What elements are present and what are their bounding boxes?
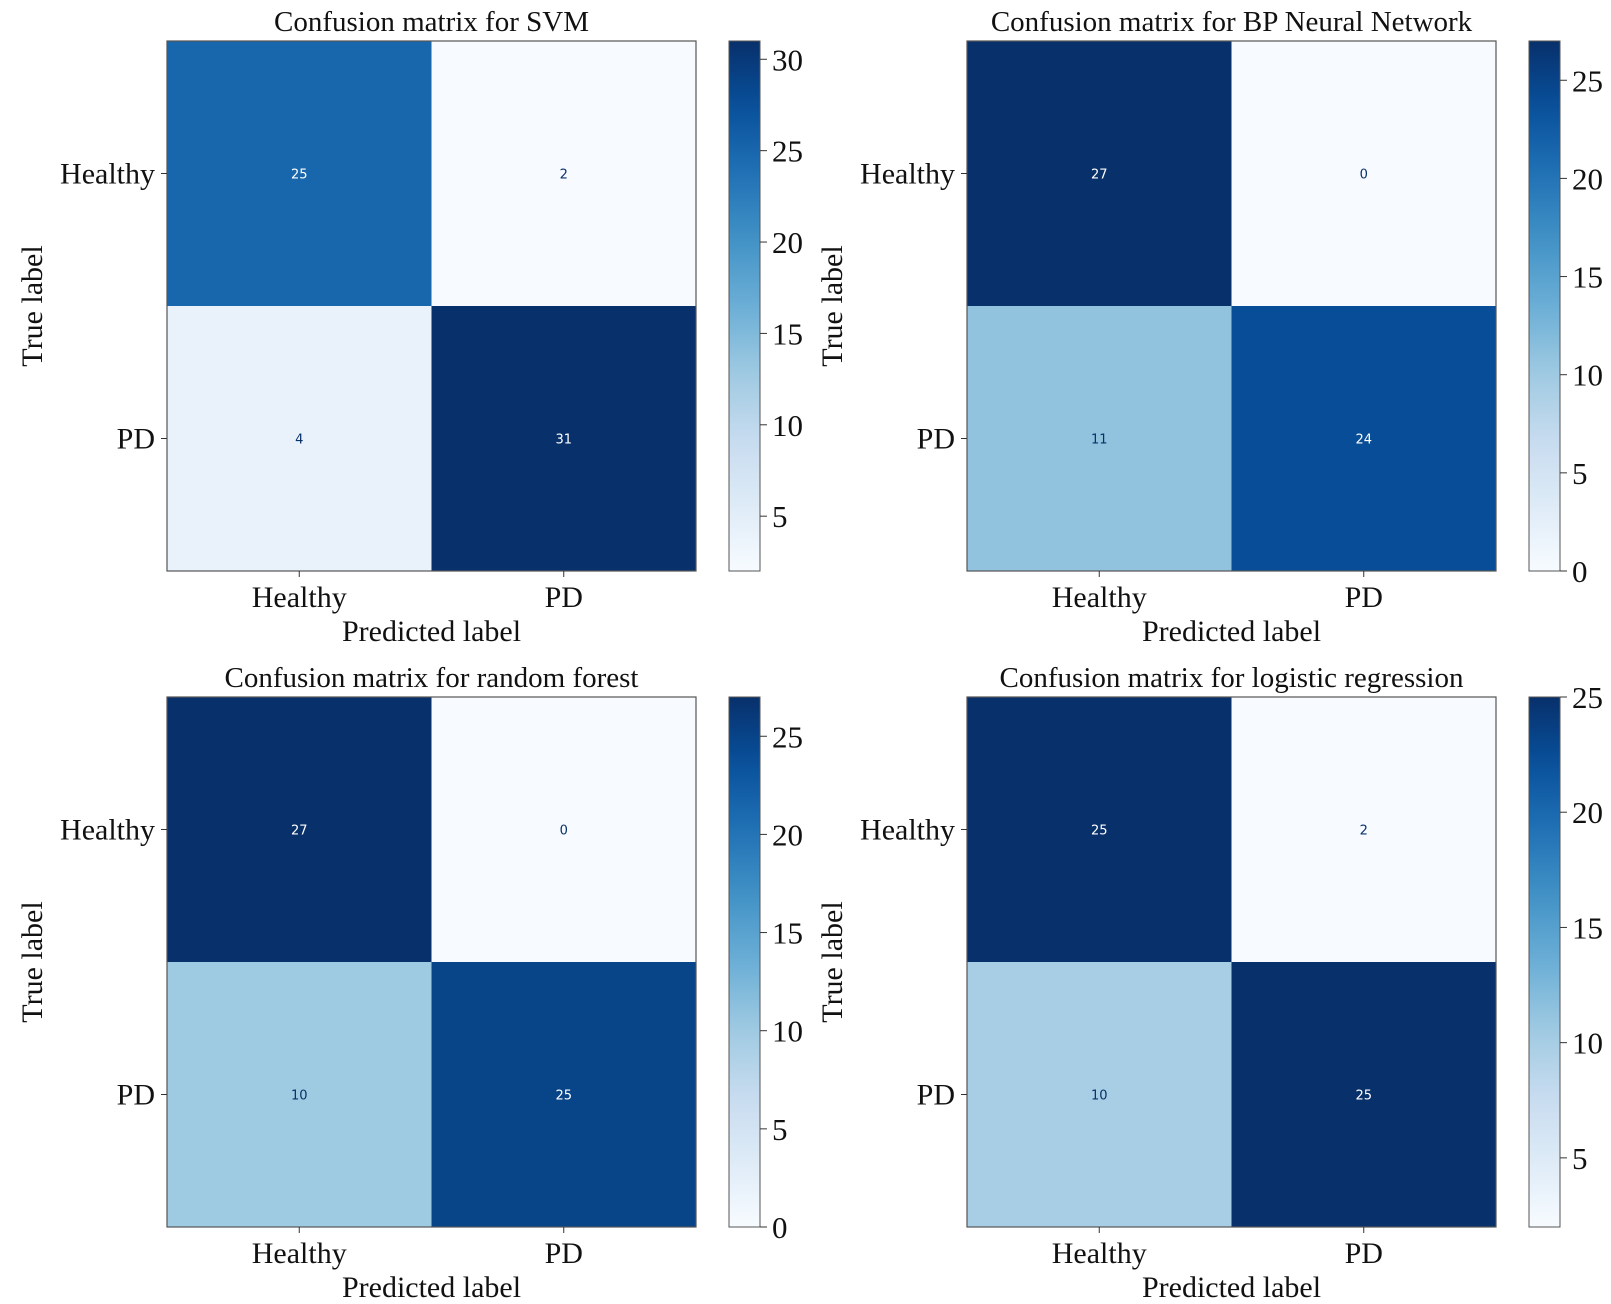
cell-value-label: 11 bbox=[1091, 433, 1108, 448]
chart-title: Confusion matrix for logistic regression bbox=[1000, 662, 1464, 694]
plot-frame bbox=[166, 40, 697, 572]
y-tick-label: Healthy bbox=[60, 158, 155, 191]
x-tick-label: PD bbox=[545, 581, 583, 614]
y-axis-label: True label bbox=[16, 245, 49, 366]
matrix-cell bbox=[967, 41, 1232, 306]
x-axis-label: Predicted label bbox=[1142, 615, 1321, 648]
colorbar bbox=[728, 40, 761, 572]
x-tick-label: PD bbox=[1345, 581, 1383, 614]
colorbar-tick-label: 15 bbox=[772, 316, 803, 351]
matrix-cell bbox=[167, 306, 432, 571]
colorbar-tick-label: 10 bbox=[1572, 358, 1603, 393]
colorbar-tick-label: 10 bbox=[772, 408, 803, 443]
cell-value-label: 27 bbox=[1091, 168, 1108, 183]
confusion-matrix-panel-2: Confusion matrix for BP Neural Network 27… bbox=[816, 6, 1603, 648]
colorbar-tick-label: 25 bbox=[772, 134, 803, 169]
colorbar bbox=[1528, 40, 1561, 572]
colorbar-tick-label: 0 bbox=[772, 1210, 788, 1245]
x-tick-label: Healthy bbox=[252, 581, 347, 614]
plot-frame bbox=[966, 40, 1497, 572]
matrix-cell bbox=[167, 697, 432, 962]
matrix-cell bbox=[1231, 306, 1496, 571]
cell-value-label: 2 bbox=[1360, 824, 1368, 839]
colorbar-tick-label: 15 bbox=[1572, 260, 1603, 295]
x-axis-label: Predicted label bbox=[342, 1271, 521, 1304]
cell-value-label: 0 bbox=[1360, 168, 1368, 183]
cell-value-label: 25 bbox=[555, 1089, 572, 1104]
cell-value-label: 0 bbox=[560, 824, 568, 839]
cell-value-label: 24 bbox=[1355, 433, 1372, 448]
colorbar-tick-label: 20 bbox=[1572, 161, 1603, 196]
y-tick-label: PD bbox=[117, 1079, 155, 1112]
confusion-matrix-panel-3: Confusion matrix for random forest 27 0 10 2… bbox=[16, 662, 803, 1304]
colorbar-tick-label: 25 bbox=[772, 719, 803, 754]
x-tick-label: Healthy bbox=[1052, 581, 1147, 614]
y-tick-label: PD bbox=[117, 423, 155, 456]
confusion-matrix-panel-1: Confusion matrix for SVM 25 2 4 31 Healthy PD H… bbox=[16, 6, 803, 648]
colorbar-tick-label: 5 bbox=[1572, 456, 1588, 491]
cell-value-label: 27 bbox=[291, 824, 308, 839]
colorbar-tick-label: 20 bbox=[772, 817, 803, 852]
colorbar-tick-label: 15 bbox=[1572, 910, 1603, 945]
y-tick-label: Healthy bbox=[860, 814, 955, 847]
matrix-cell bbox=[1231, 697, 1496, 962]
colorbar-tick-label: 10 bbox=[772, 1014, 803, 1049]
y-tick-label: Healthy bbox=[860, 158, 955, 191]
plot-frame bbox=[966, 696, 1497, 1228]
x-tick-label: Healthy bbox=[1052, 1237, 1147, 1270]
cell-value-label: 2 bbox=[560, 168, 568, 183]
plot-frame bbox=[166, 696, 697, 1228]
x-axis-label: Predicted label bbox=[342, 615, 521, 648]
matrix-cell bbox=[431, 962, 696, 1227]
cell-value-label: 25 bbox=[1091, 824, 1108, 839]
colorbar-tick-label: 20 bbox=[1572, 795, 1603, 830]
matrix-cell bbox=[967, 962, 1232, 1227]
colorbar-tick-label: 20 bbox=[772, 225, 803, 260]
matrix-cell bbox=[431, 306, 696, 571]
matrix-cell bbox=[967, 306, 1232, 571]
y-axis-label: True label bbox=[816, 245, 849, 366]
matrix-cell bbox=[1231, 41, 1496, 306]
matrix-cell bbox=[431, 41, 696, 306]
colorbar-tick-label: 5 bbox=[772, 499, 788, 534]
matrix-cell bbox=[967, 697, 1232, 962]
colorbar-tick-label: 15 bbox=[772, 916, 803, 951]
colorbar-tick-label: 25 bbox=[1572, 63, 1603, 98]
cell-value-label: 10 bbox=[1091, 1089, 1108, 1104]
x-tick-label: PD bbox=[545, 1237, 583, 1270]
colorbar-tick-label: 30 bbox=[772, 42, 803, 77]
y-tick-label: Healthy bbox=[60, 814, 155, 847]
chart-title: Confusion matrix for BP Neural Network bbox=[991, 6, 1473, 38]
matrix-cell bbox=[167, 41, 432, 306]
colorbar-tick-label: 5 bbox=[772, 1112, 788, 1147]
colorbar-tick-label: 0 bbox=[1572, 554, 1588, 589]
matrix-cell bbox=[1231, 962, 1496, 1227]
colorbar-tick-label: 5 bbox=[1572, 1141, 1588, 1176]
y-axis-label: True label bbox=[816, 901, 849, 1022]
chart-title: Confusion matrix for random forest bbox=[225, 662, 639, 694]
y-tick-label: PD bbox=[917, 1079, 955, 1112]
cell-value-label: 4 bbox=[295, 433, 303, 448]
matrix-cell bbox=[167, 962, 432, 1227]
cell-value-label: 25 bbox=[1355, 1089, 1372, 1104]
x-tick-label: Healthy bbox=[252, 1237, 347, 1270]
cell-value-label: 25 bbox=[291, 168, 308, 183]
colorbar-tick-label: 10 bbox=[1572, 1026, 1603, 1061]
cell-value-label: 31 bbox=[555, 433, 572, 448]
chart-title: Confusion matrix for SVM bbox=[274, 6, 589, 38]
x-axis-label: Predicted label bbox=[1142, 1271, 1321, 1304]
y-tick-label: PD bbox=[917, 423, 955, 456]
colorbar bbox=[1528, 696, 1561, 1228]
colorbar-tick-label: 25 bbox=[1572, 680, 1603, 715]
y-axis-label: True label bbox=[16, 901, 49, 1022]
matrix-cell bbox=[431, 697, 696, 962]
colorbar bbox=[728, 696, 761, 1228]
confusion-matrix-panel-4: Confusion matrix for logistic regression… bbox=[816, 662, 1603, 1304]
x-tick-label: PD bbox=[1345, 1237, 1383, 1270]
cell-value-label: 10 bbox=[291, 1089, 308, 1104]
